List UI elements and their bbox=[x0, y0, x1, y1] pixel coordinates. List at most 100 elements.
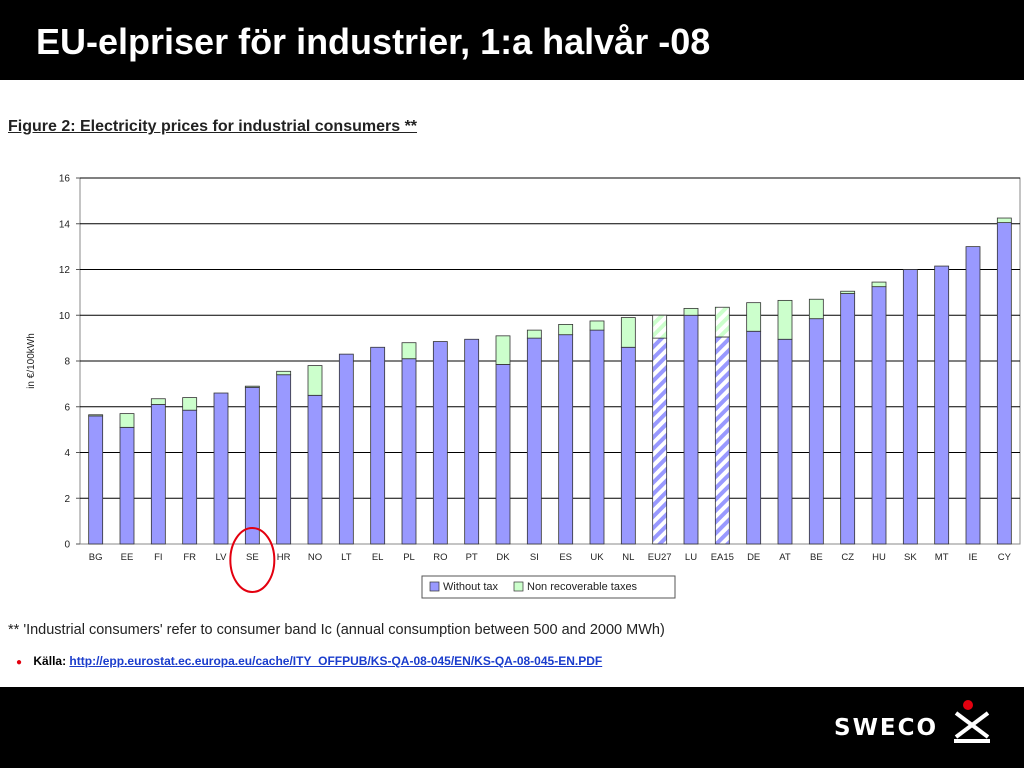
bar-without-tax-sk bbox=[902, 269, 918, 545]
x-tick-label: FR bbox=[183, 552, 196, 563]
bar-non-recoverable-taxes-be bbox=[808, 298, 824, 320]
bar-without-tax-uk bbox=[589, 329, 605, 545]
bar-non-recoverable-taxes-fi bbox=[150, 398, 166, 405]
x-tick-label: EA15 bbox=[711, 552, 734, 563]
legend-label-without-tax: Without tax bbox=[443, 581, 499, 593]
bar-chart: 0 2 4 6 8 10 12 14 16 BG EE FI FR LV SE HR NO LT EL PL RO PT… bbox=[26, 174, 1021, 599]
bar-non-recoverable-taxes-ee bbox=[119, 413, 135, 428]
source-label: Källa: bbox=[33, 654, 67, 668]
bar-non-recoverable-taxes-ea15 bbox=[714, 306, 730, 338]
bar-without-tax-hr bbox=[276, 374, 292, 545]
legend-swatch-non-recoverable-taxes bbox=[513, 581, 524, 592]
bar-without-tax-ie bbox=[965, 246, 981, 545]
bar-without-tax-lv bbox=[213, 392, 229, 545]
bar-non-recoverable-taxes-dk bbox=[495, 335, 511, 365]
x-tick-label: LT bbox=[341, 552, 352, 563]
bar-non-recoverable-taxes-bg bbox=[88, 414, 104, 417]
x-tick-label: DK bbox=[496, 552, 510, 563]
x-tick-label: NO bbox=[308, 552, 322, 563]
legend-box bbox=[421, 575, 676, 599]
bar-without-tax-hu bbox=[871, 286, 887, 545]
bar-without-tax-ea15 bbox=[714, 336, 730, 545]
bar-without-tax-ee bbox=[119, 426, 135, 545]
bar-without-tax-eu27 bbox=[652, 337, 668, 545]
bar-non-recoverable-taxes-uk bbox=[589, 320, 605, 331]
logo-text: SWECO bbox=[834, 715, 939, 741]
y-tick-label: 0 bbox=[64, 540, 70, 551]
bar-without-tax-at bbox=[777, 338, 793, 545]
x-tick-label: AT bbox=[779, 552, 791, 563]
x-tick-label: PL bbox=[403, 552, 415, 563]
bar-without-tax-cy bbox=[996, 222, 1012, 545]
bar-non-recoverable-taxes-cy bbox=[996, 217, 1012, 224]
bars bbox=[88, 217, 1012, 545]
x-tick-label: MT bbox=[935, 552, 949, 563]
bar-non-recoverable-taxes-si bbox=[526, 329, 542, 339]
y-tick-label: 12 bbox=[59, 265, 71, 276]
source-link[interactable]: http://epp.eurostat.ec.europa.eu/cache/I… bbox=[69, 654, 603, 668]
y-tick-label: 2 bbox=[64, 494, 70, 505]
bar-non-recoverable-taxes-de bbox=[746, 302, 762, 332]
x-tick-label: FI bbox=[154, 552, 162, 563]
bar-without-tax-pl bbox=[401, 358, 417, 545]
x-tick-label: CY bbox=[998, 552, 1012, 563]
bar-without-tax-cz bbox=[840, 293, 856, 545]
x-tick-label: CZ bbox=[841, 552, 854, 563]
bar-without-tax-nl bbox=[620, 346, 636, 545]
bar-without-tax-se bbox=[244, 386, 260, 545]
x-tick-label: BE bbox=[810, 552, 823, 563]
x-tick-label: SI bbox=[530, 552, 539, 563]
bar-non-recoverable-taxes-fr bbox=[182, 397, 198, 411]
legend-label-non-recoverable-taxes: Non recoverable taxes bbox=[527, 581, 638, 593]
bar-without-tax-lt bbox=[338, 353, 354, 545]
x-tick-label: NL bbox=[622, 552, 634, 563]
bar-without-tax-no bbox=[307, 394, 323, 545]
sweco-mark-icon bbox=[954, 700, 990, 743]
title-bar bbox=[0, 0, 1024, 80]
bar-without-tax-el bbox=[370, 346, 386, 545]
bar-without-tax-dk bbox=[495, 364, 511, 545]
x-tick-label: EL bbox=[372, 552, 384, 563]
x-tick-label: ES bbox=[559, 552, 572, 563]
bar-without-tax-mt bbox=[934, 265, 950, 545]
bar-without-tax-ro bbox=[432, 341, 448, 545]
bar-non-recoverable-taxes-hu bbox=[871, 281, 887, 288]
legend: Without tax Non recoverable taxes bbox=[421, 575, 676, 599]
bar-non-recoverable-taxes-at bbox=[777, 299, 793, 340]
x-tick-label: EE bbox=[121, 552, 134, 563]
y-tick-label: 10 bbox=[59, 311, 71, 322]
footnote: ** 'Industrial consumers' refer to consu… bbox=[8, 622, 665, 638]
x-tick-label: SK bbox=[904, 552, 917, 563]
bar-non-recoverable-taxes-pl bbox=[401, 342, 417, 360]
y-tick-label: 14 bbox=[59, 219, 71, 230]
highlight-circle bbox=[229, 527, 276, 593]
x-tick-label: SE bbox=[246, 552, 259, 563]
bar-without-tax-fr bbox=[182, 409, 198, 545]
x-tick-label: BG bbox=[89, 552, 103, 563]
figure-title: Figure 2: Electricity prices for industr… bbox=[8, 118, 418, 135]
bar-non-recoverable-taxes-es bbox=[558, 323, 574, 336]
bar-without-tax-be bbox=[808, 318, 824, 545]
y-tick-label: 16 bbox=[59, 174, 71, 185]
bar-non-recoverable-taxes-hr bbox=[276, 370, 292, 376]
bar-without-tax-pt bbox=[464, 338, 480, 545]
legend-swatch-without-tax bbox=[429, 581, 440, 592]
y-axis: 0 2 4 6 8 10 12 14 16 bbox=[59, 174, 80, 551]
bar-non-recoverable-taxes-cz bbox=[840, 290, 856, 294]
bar-without-tax-si bbox=[526, 337, 542, 545]
x-tick-label: HU bbox=[872, 552, 886, 563]
x-tick-label: RO bbox=[433, 552, 447, 563]
slide-title: EU-elpriser för industrier, 1:a halvår -… bbox=[36, 21, 711, 62]
x-tick-label: LU bbox=[685, 552, 697, 563]
x-tick-label: PT bbox=[466, 552, 478, 563]
y-tick-label: 8 bbox=[64, 357, 70, 368]
bar-non-recoverable-taxes-nl bbox=[620, 317, 636, 348]
gridlines bbox=[80, 177, 1020, 499]
x-tick-label: UK bbox=[590, 552, 604, 563]
sweco-logo: SWECO bbox=[834, 697, 994, 753]
y-tick-label: 6 bbox=[64, 402, 70, 413]
y-tick-label: 4 bbox=[64, 448, 70, 459]
bar-without-tax-es bbox=[558, 334, 574, 545]
bar-non-recoverable-taxes-se bbox=[244, 385, 260, 388]
bar-non-recoverable-taxes-eu27 bbox=[652, 314, 668, 339]
